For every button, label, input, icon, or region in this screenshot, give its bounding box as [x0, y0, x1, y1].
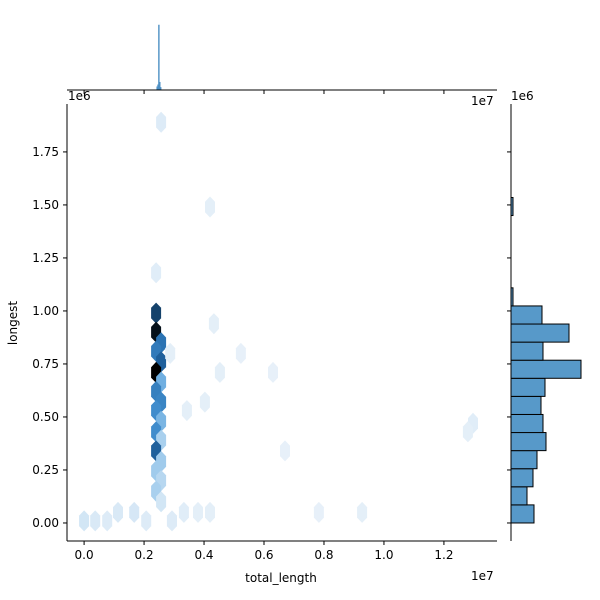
y-tick-label: 0.75 — [32, 357, 59, 371]
hexbin-cell — [357, 501, 368, 523]
hexbin-cell — [199, 391, 210, 413]
x-axis-label: total_length — [245, 571, 317, 585]
hexbin-cell — [102, 510, 113, 532]
hexbin-cell — [151, 302, 162, 324]
y-offset-label: 1e6 — [511, 89, 534, 103]
y-offset-label: 1e6 — [68, 89, 91, 103]
y-tick-label: 1.50 — [32, 198, 59, 212]
x-tick-label: 0.0 — [75, 548, 94, 562]
marginal-x-bar — [158, 24, 160, 91]
marginal-y-bar — [510, 413, 544, 434]
y-tick-label: 0.50 — [32, 410, 59, 424]
hexbin-cell — [268, 361, 278, 383]
hexbin-cell — [280, 440, 290, 462]
hexbin-cell — [208, 313, 219, 335]
x-tick-label: 0.8 — [314, 548, 333, 562]
marginal-y-bar — [510, 305, 543, 325]
hexbin-cell — [181, 400, 192, 422]
y-tick-label: 0.25 — [32, 463, 59, 477]
marginal-y-bar — [510, 341, 544, 361]
x-tick-label: 0.4 — [194, 548, 213, 562]
hexbin-cell — [205, 196, 215, 218]
hexbin-cell — [141, 510, 152, 532]
hexbin-cell — [90, 510, 101, 532]
hexbin-cell — [113, 501, 123, 523]
hexbin-cell — [313, 501, 324, 523]
marginal-y-bar — [510, 486, 528, 506]
hexbin-cell — [129, 501, 140, 523]
hexbin-cell — [166, 510, 177, 532]
marginal-y-bar — [510, 450, 538, 470]
hexbin-cell — [156, 111, 167, 133]
x-tick-label: 0.2 — [135, 548, 154, 562]
marginal-y-bar — [510, 432, 547, 452]
marginal-y-bar — [510, 395, 542, 415]
y-tick-label: 1.25 — [32, 251, 59, 265]
marginal-y-bar — [510, 504, 535, 524]
hexbin-cell — [151, 262, 162, 284]
hexbin-cell — [156, 491, 167, 513]
marginal-y-bar — [510, 377, 546, 397]
x-tick-label: 1.0 — [374, 548, 393, 562]
marginal-y-bar — [510, 323, 570, 343]
x-tick-label: 0.6 — [254, 548, 273, 562]
x-offset-label: 1e7 — [471, 569, 494, 583]
hexbin-cell — [462, 421, 473, 443]
hexbin-cell — [178, 501, 189, 523]
hexbin-cell — [193, 501, 203, 523]
hexbin-cell — [79, 510, 90, 532]
y-tick-label: 1.75 — [32, 145, 59, 159]
y-tick-label: 0.00 — [32, 516, 59, 530]
x-offset-label: 1e7 — [471, 94, 494, 108]
marginal-y-bar — [510, 468, 534, 488]
hexbin-cell — [235, 342, 246, 364]
hexbin-cell — [214, 361, 225, 383]
x-tick-label: 1.2 — [434, 548, 453, 562]
hexbin-cell — [165, 342, 176, 364]
hexbin-cell — [205, 501, 215, 523]
marginal-y-bar — [510, 359, 582, 379]
y-axis-label: longest — [6, 301, 20, 346]
y-tick-label: 1.00 — [32, 304, 59, 318]
